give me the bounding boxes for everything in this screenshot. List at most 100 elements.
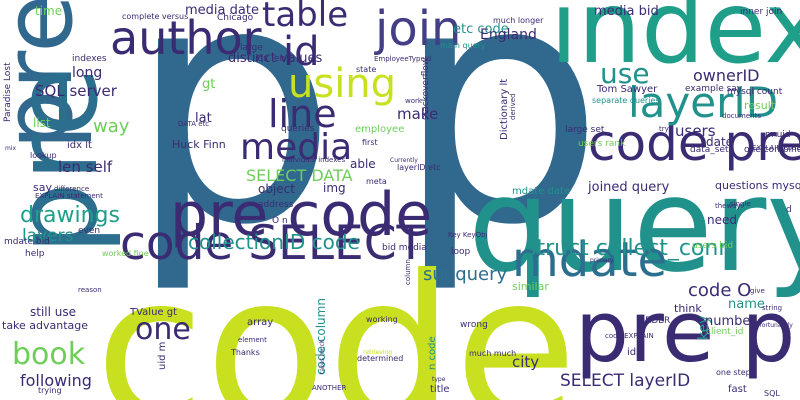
cloud-word: derived xyxy=(509,93,517,120)
cloud-word: employee xyxy=(355,124,405,135)
cloud-word: long xyxy=(72,65,103,81)
cloud-word: trying xyxy=(38,386,62,395)
cloud-word: book xyxy=(12,337,86,372)
cloud-word: complete versus xyxy=(122,12,189,21)
cloud-word: bid media xyxy=(382,243,427,253)
cloud-word: users xyxy=(675,122,716,140)
cloud-word: large set xyxy=(565,125,605,135)
cloud-word: inner join xyxy=(740,7,783,17)
cloud-word: give xyxy=(750,287,765,295)
cloud-word: p xyxy=(128,0,338,297)
cloud-word: large xyxy=(240,43,263,53)
cloud-word: stackoverflow xyxy=(421,57,431,120)
cloud-word: table xyxy=(262,0,349,35)
cloud-word: EmployeeTypeId xyxy=(374,55,432,63)
cloud-word: takes much xyxy=(319,339,326,374)
cloud-word: layers xyxy=(22,226,74,246)
cloud-word: following xyxy=(20,371,92,390)
cloud-word: make xyxy=(397,105,439,123)
cloud-word: pre code xyxy=(170,180,433,250)
cloud-word: fast xyxy=(728,384,747,395)
cloud-word: time xyxy=(35,4,63,18)
cloud-word: ANOTHER xyxy=(312,384,347,392)
cloud-word: idx len xyxy=(255,54,286,64)
cloud-word: title xyxy=(430,384,450,395)
cloud-word: think xyxy=(674,302,702,315)
cloud-word: users bid xyxy=(692,241,734,251)
cloud-word: SQL xyxy=(764,389,780,398)
cloud-word: idx lt xyxy=(67,140,92,151)
cloud-word: DATA etc xyxy=(178,120,210,128)
cloud-word: take advantage xyxy=(2,319,89,332)
cloud-word: Huck Finn xyxy=(172,138,226,151)
cloud-word: query xyxy=(468,149,800,301)
cloud-word: Key KeyObj xyxy=(448,231,488,239)
cloud-word: theway xyxy=(715,202,741,210)
cloud-word: len self xyxy=(58,158,113,176)
cloud-word: m uid xyxy=(765,130,791,140)
cloud-word: code SELECT xyxy=(120,216,426,271)
cloud-word: subquery xyxy=(423,264,508,285)
cloud-word: client_id xyxy=(706,327,744,337)
cloud-word: index xyxy=(550,0,800,86)
cloud-word: media date xyxy=(185,3,259,18)
cloud-word: main query xyxy=(440,41,486,50)
cloud-word: even xyxy=(78,226,101,236)
cloud-word: EXPLAIN statement xyxy=(35,192,103,200)
cloud-word: state xyxy=(356,65,377,74)
cloud-word: work xyxy=(405,97,422,105)
cloud-word: media xyxy=(240,127,353,168)
cloud-word: uid m xyxy=(157,341,168,370)
cloud-word: idx xyxy=(627,347,643,358)
cloud-word: address xyxy=(258,200,294,210)
cloud-word: lat xyxy=(195,111,212,126)
cloud-word: primary xyxy=(590,257,614,264)
cloud-word: mysql count xyxy=(727,87,783,97)
cloud-word: collectionID code xyxy=(188,230,360,254)
cloud-word: line xyxy=(268,92,337,136)
cloud-word: using xyxy=(288,61,397,107)
cloud-word: Chicago xyxy=(217,13,254,23)
cloud-word: documents xyxy=(722,112,761,120)
cloud-word: one step xyxy=(716,368,751,377)
cloud-word: date xyxy=(706,135,734,149)
cloud-word: SELECT layerID xyxy=(560,371,691,391)
cloud-word: number xyxy=(705,314,756,329)
cloud-word: mdate bid xyxy=(4,237,50,247)
cloud-word: reason xyxy=(78,286,102,294)
cloud-word: O n xyxy=(272,216,288,226)
cloud-word: England xyxy=(480,27,537,43)
cloud-word: separate queries xyxy=(592,96,660,105)
cloud-word: etc code xyxy=(453,22,509,37)
cloud-word: element xyxy=(238,336,267,344)
cloud-word: need xyxy=(707,213,737,227)
cloud-word: users rank xyxy=(578,139,626,149)
cloud-word: single xyxy=(730,200,751,208)
cloud-word: indexes xyxy=(72,54,107,64)
cloud-word: mdate date xyxy=(512,186,571,197)
cloud-word: code EXPLAIN xyxy=(605,332,654,340)
cloud-word: meta xyxy=(366,177,387,186)
cloud-word: object xyxy=(258,182,295,196)
cloud-word: list xyxy=(33,116,51,130)
cloud-word: ownerID xyxy=(693,66,760,85)
cloud-word: joined query xyxy=(588,180,670,195)
cloud-word: distinct values xyxy=(228,51,323,66)
cloud-word: layerID xyxy=(628,78,779,127)
cloud-word: retrieving xyxy=(363,349,393,356)
cloud-word: id xyxy=(283,29,320,75)
cloud-word: way xyxy=(93,116,130,137)
cloud-word: mix xyxy=(5,145,17,152)
cloud-word: Paradise Lost xyxy=(3,62,13,122)
cloud-word: wrong xyxy=(460,320,488,330)
cloud-word: layerID etc xyxy=(397,163,441,172)
cloud-word: city xyxy=(512,353,540,371)
cloud-word: use xyxy=(600,57,650,90)
cloud-word: array xyxy=(247,317,274,328)
cloud-word: string xyxy=(762,304,783,312)
cloud-word: much much xyxy=(469,349,517,358)
cloud-word: struct collect_conn xyxy=(525,236,733,261)
cloud-word: ORDER xyxy=(638,316,671,326)
cloud-word: n code xyxy=(427,336,438,370)
